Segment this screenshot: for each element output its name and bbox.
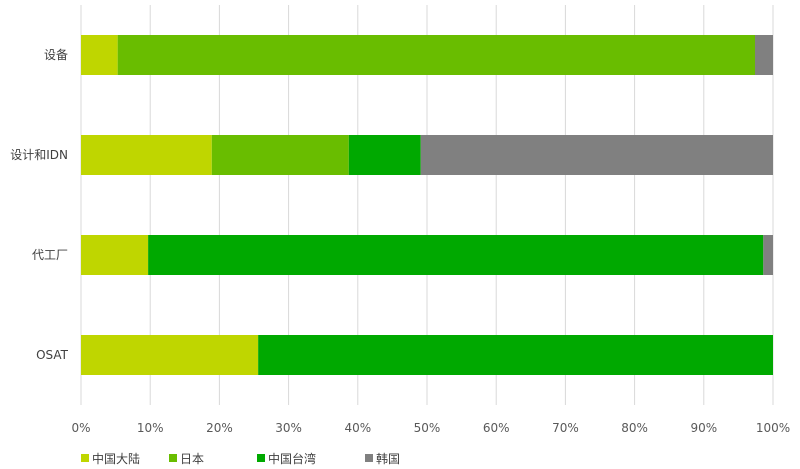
legend-swatch <box>81 454 89 462</box>
x-tick-label: 20% <box>206 421 233 435</box>
legend-label: 日本 <box>180 452 204 466</box>
category-label: 设备 <box>44 48 68 62</box>
bar-segment-2 <box>258 335 774 375</box>
legend-label: 中国台湾 <box>268 451 316 466</box>
bar-segment-1 <box>117 35 756 75</box>
legend-swatch <box>169 454 177 462</box>
legend-label: 中国大陆 <box>92 451 140 466</box>
legend-label: 韩国 <box>376 451 400 466</box>
bar-segment-3 <box>763 235 773 275</box>
legend-swatch <box>365 454 373 462</box>
x-tick-label: 50% <box>414 421 441 435</box>
x-tick-label: 60% <box>483 421 510 435</box>
x-tick-label: 30% <box>275 421 302 435</box>
x-tick-label: 0% <box>71 421 90 435</box>
legend-swatch <box>257 454 265 462</box>
bar-segment-3 <box>755 35 773 75</box>
category-label: 设计和IDN <box>10 148 68 162</box>
bar-segment-3 <box>420 135 773 175</box>
category-label: 代工厂 <box>32 248 68 262</box>
bar-segment-0 <box>81 335 259 375</box>
x-tick-label: 80% <box>621 421 648 435</box>
x-tick-label: 40% <box>344 421 371 435</box>
bar-segment-2 <box>348 135 421 175</box>
bar-segment-0 <box>81 135 212 175</box>
bar-segment-2 <box>148 235 764 275</box>
x-tick-label: 100% <box>756 421 790 435</box>
x-tick-label: 70% <box>552 421 579 435</box>
category-label: OSAT <box>36 348 69 362</box>
x-tick-label: 10% <box>137 421 164 435</box>
bar-segment-1 <box>211 135 349 175</box>
bar-segment-0 <box>81 235 149 275</box>
x-tick-label: 90% <box>690 421 717 435</box>
bar-segment-0 <box>81 35 118 75</box>
